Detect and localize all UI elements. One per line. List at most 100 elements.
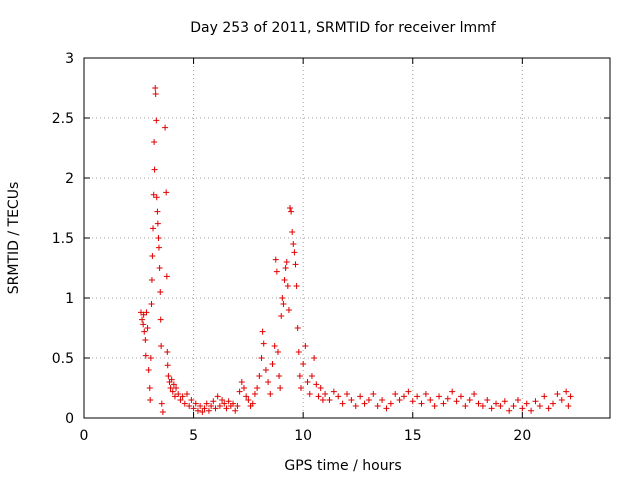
grid: [84, 58, 610, 418]
data-point: [249, 400, 256, 407]
data-point: [330, 388, 337, 395]
data-point: [199, 409, 206, 415]
data-point: [142, 352, 149, 359]
data-point: [510, 403, 517, 409]
data-point: [348, 397, 355, 403]
data-point: [313, 381, 320, 388]
data-point: [514, 397, 521, 403]
data-point: [292, 261, 299, 268]
data-point: [163, 189, 170, 196]
data-point: [155, 244, 162, 251]
data-point: [563, 388, 570, 395]
data-point: [296, 373, 303, 379]
data-point: [141, 328, 148, 335]
data-point: [293, 283, 300, 289]
data-point: [405, 388, 412, 395]
data-point: [484, 397, 491, 403]
x-axis-label: GPS time / hours: [284, 458, 401, 474]
data-point: [536, 403, 543, 409]
data-point: [427, 397, 434, 403]
data-point: [154, 208, 161, 215]
data-point: [245, 397, 252, 403]
data-point: [232, 407, 239, 414]
data-point: [414, 393, 421, 400]
data-point: [357, 393, 364, 400]
y-tick-label: 0.5: [52, 351, 74, 367]
x-tick-label: 15: [404, 428, 422, 444]
data-point: [186, 403, 193, 409]
data-point: [251, 391, 258, 397]
data-point: [165, 373, 172, 379]
y-tick-label: 1: [65, 291, 74, 307]
data-point: [164, 362, 171, 369]
data-point: [400, 393, 407, 400]
data-point: [319, 397, 326, 403]
data-point: [143, 309, 150, 316]
data-point: [523, 400, 530, 407]
data-point: [145, 367, 152, 373]
data-point: [300, 361, 307, 367]
data-point: [152, 91, 159, 97]
data-point: [466, 397, 473, 403]
x-tick-label: 0: [80, 428, 89, 444]
data-point: [558, 397, 565, 403]
data-point: [223, 405, 230, 412]
chart-title: Day 253 of 2011, SRMTID for receiver lmm…: [190, 20, 497, 36]
data-point: [453, 398, 460, 405]
data-point: [374, 403, 381, 409]
data-point: [155, 235, 162, 241]
data-point: [276, 373, 283, 379]
data-point: [238, 379, 245, 385]
data-point: [471, 391, 478, 397]
data-point: [139, 316, 146, 323]
data-point: [302, 343, 309, 349]
data-point: [361, 400, 368, 407]
data-point: [365, 397, 372, 403]
data-point: [567, 393, 574, 400]
y-axis-label: SRMTID / TECUs: [6, 182, 22, 295]
data-point: [243, 393, 250, 400]
data-point: [383, 405, 390, 412]
data-point: [157, 289, 164, 295]
data-point: [506, 407, 513, 414]
data-point: [379, 397, 386, 403]
data-point: [311, 355, 318, 361]
data-point: [565, 403, 572, 409]
data-point: [493, 400, 500, 407]
data-point: [150, 191, 157, 198]
data-point: [192, 400, 199, 407]
data-point: [164, 349, 171, 355]
data-point: [339, 400, 346, 407]
data-point: [203, 400, 210, 407]
data-point: [190, 405, 197, 412]
data-point: [291, 249, 298, 256]
data-point: [344, 391, 350, 397]
data-point: [184, 391, 191, 397]
data-point: [326, 397, 333, 403]
data-point: [528, 407, 535, 414]
data-point: [151, 166, 158, 173]
data-point: [219, 397, 226, 403]
data-series: [137, 85, 574, 415]
data-point: [422, 391, 429, 397]
data-point: [179, 393, 186, 400]
data-point: [167, 385, 174, 391]
data-point: [168, 376, 175, 383]
data-point: [392, 391, 399, 397]
data-point: [214, 393, 221, 400]
data-point: [210, 398, 217, 405]
y-tick-label: 1.5: [52, 231, 74, 247]
tick-labels: 0 5 10 15 20 0 0.5 1 1.5 2 2.5 3: [52, 51, 532, 444]
data-point: [315, 393, 322, 400]
data-point: [277, 385, 284, 391]
data-point: [545, 405, 552, 412]
data-point: [205, 407, 212, 414]
data-point: [201, 405, 208, 412]
data-point: [295, 349, 302, 355]
ticks: [83, 57, 610, 419]
data-point: [157, 316, 164, 323]
data-point: [234, 403, 241, 409]
data-point: [273, 268, 280, 275]
data-point: [278, 313, 285, 319]
